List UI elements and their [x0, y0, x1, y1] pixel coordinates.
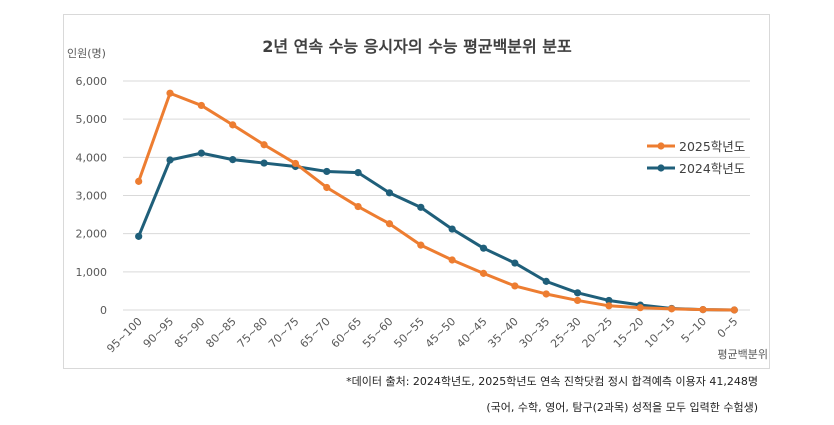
series-1-point [511, 259, 519, 267]
x-tick-label: 55~60 [360, 315, 396, 351]
x-tick-label: 75~80 [235, 315, 271, 351]
series-1-point [573, 289, 582, 297]
series-0-point [135, 177, 143, 185]
series-0-point [417, 241, 425, 249]
x-tick-label: 70~75 [266, 315, 302, 351]
series-1-point [197, 149, 205, 157]
criteria-note: (국어, 수학, 영어, 탐구(2과목) 성적을 모두 입력한 수험생) [486, 401, 758, 414]
x-tick-label: 10~15 [642, 315, 678, 351]
series-1-point [479, 244, 488, 252]
series-0-point [668, 305, 676, 313]
series-0-point [323, 183, 331, 192]
x-tick-label: 85~90 [172, 315, 208, 351]
series-1-point [448, 225, 456, 233]
x-tick-label: 90~95 [141, 315, 177, 351]
x-tick-label: 50~55 [391, 315, 427, 351]
y-axis-label: 인원(명) [67, 47, 106, 60]
series-0-point [511, 282, 519, 290]
y-tick-label: 3,000 [76, 190, 108, 203]
y-tick-label: 0 [100, 304, 107, 317]
series-0-point [605, 302, 613, 310]
series-0-point [229, 121, 237, 129]
x-tick-label: 20~25 [580, 315, 616, 351]
x-tick-label: 30~35 [517, 315, 553, 351]
series-1-point [229, 156, 237, 164]
x-tick-label: 5~10 [679, 315, 710, 346]
x-tick-label: 25~30 [548, 315, 584, 351]
series-0-point [730, 306, 738, 314]
x-tick-label: 15~20 [611, 315, 647, 351]
source-note: *데이터 출처: 2024학년도, 2025학년도 연속 진학닷컴 정시 합격예… [346, 375, 758, 388]
x-tick-label: 80~85 [203, 315, 239, 351]
legend-marker-0 [657, 142, 665, 150]
series-0-point [479, 269, 488, 277]
series-1-point [260, 159, 268, 167]
legend-label-0: 2025학년도 [679, 139, 745, 154]
x-tick-label: 65~70 [297, 315, 333, 351]
series-0-point [542, 290, 550, 298]
series-0-point [699, 306, 707, 314]
y-tick-label: 1,000 [76, 266, 108, 279]
legend-label-1: 2024학년도 [679, 161, 745, 176]
x-axis-label: 평균백분위 [717, 348, 768, 361]
series-line-1 [137, 151, 735, 312]
series-1-point [385, 189, 394, 197]
x-tick-label: 60~65 [329, 315, 365, 351]
series-0-point [385, 220, 394, 228]
series-1-point [354, 169, 362, 177]
x-tick-label: 95~100 [104, 315, 144, 355]
series-line-0 [137, 91, 735, 312]
series-0-point [166, 89, 174, 97]
series-0-point [197, 101, 205, 110]
chart-title: 2년 연속 수능 응시자의 수능 평균백분위 분포 [262, 37, 572, 56]
y-tick-label: 4,000 [76, 151, 108, 164]
series-0-point [573, 296, 582, 305]
series-1-point [135, 232, 143, 240]
series-0-point [448, 256, 456, 264]
series-1-point [323, 167, 331, 176]
x-tick-label: 45~50 [423, 315, 459, 351]
series-1-point [605, 296, 613, 305]
series-0-point [260, 141, 268, 149]
x-tick-label: 40~45 [454, 315, 490, 351]
legend-marker-1 [657, 164, 665, 172]
series-0-point [291, 159, 300, 168]
x-tick-label: 0~5 [715, 315, 741, 341]
y-tick-label: 2,000 [76, 228, 108, 241]
series-0-point [636, 304, 644, 312]
series-0-point [354, 202, 362, 211]
x-tick-label: 35~40 [485, 315, 521, 351]
y-tick-label: 6,000 [76, 75, 108, 88]
series-1-point [166, 156, 174, 164]
y-tick-label: 5,000 [76, 113, 108, 126]
series-1-point [542, 277, 550, 285]
series-1-point [417, 203, 425, 211]
